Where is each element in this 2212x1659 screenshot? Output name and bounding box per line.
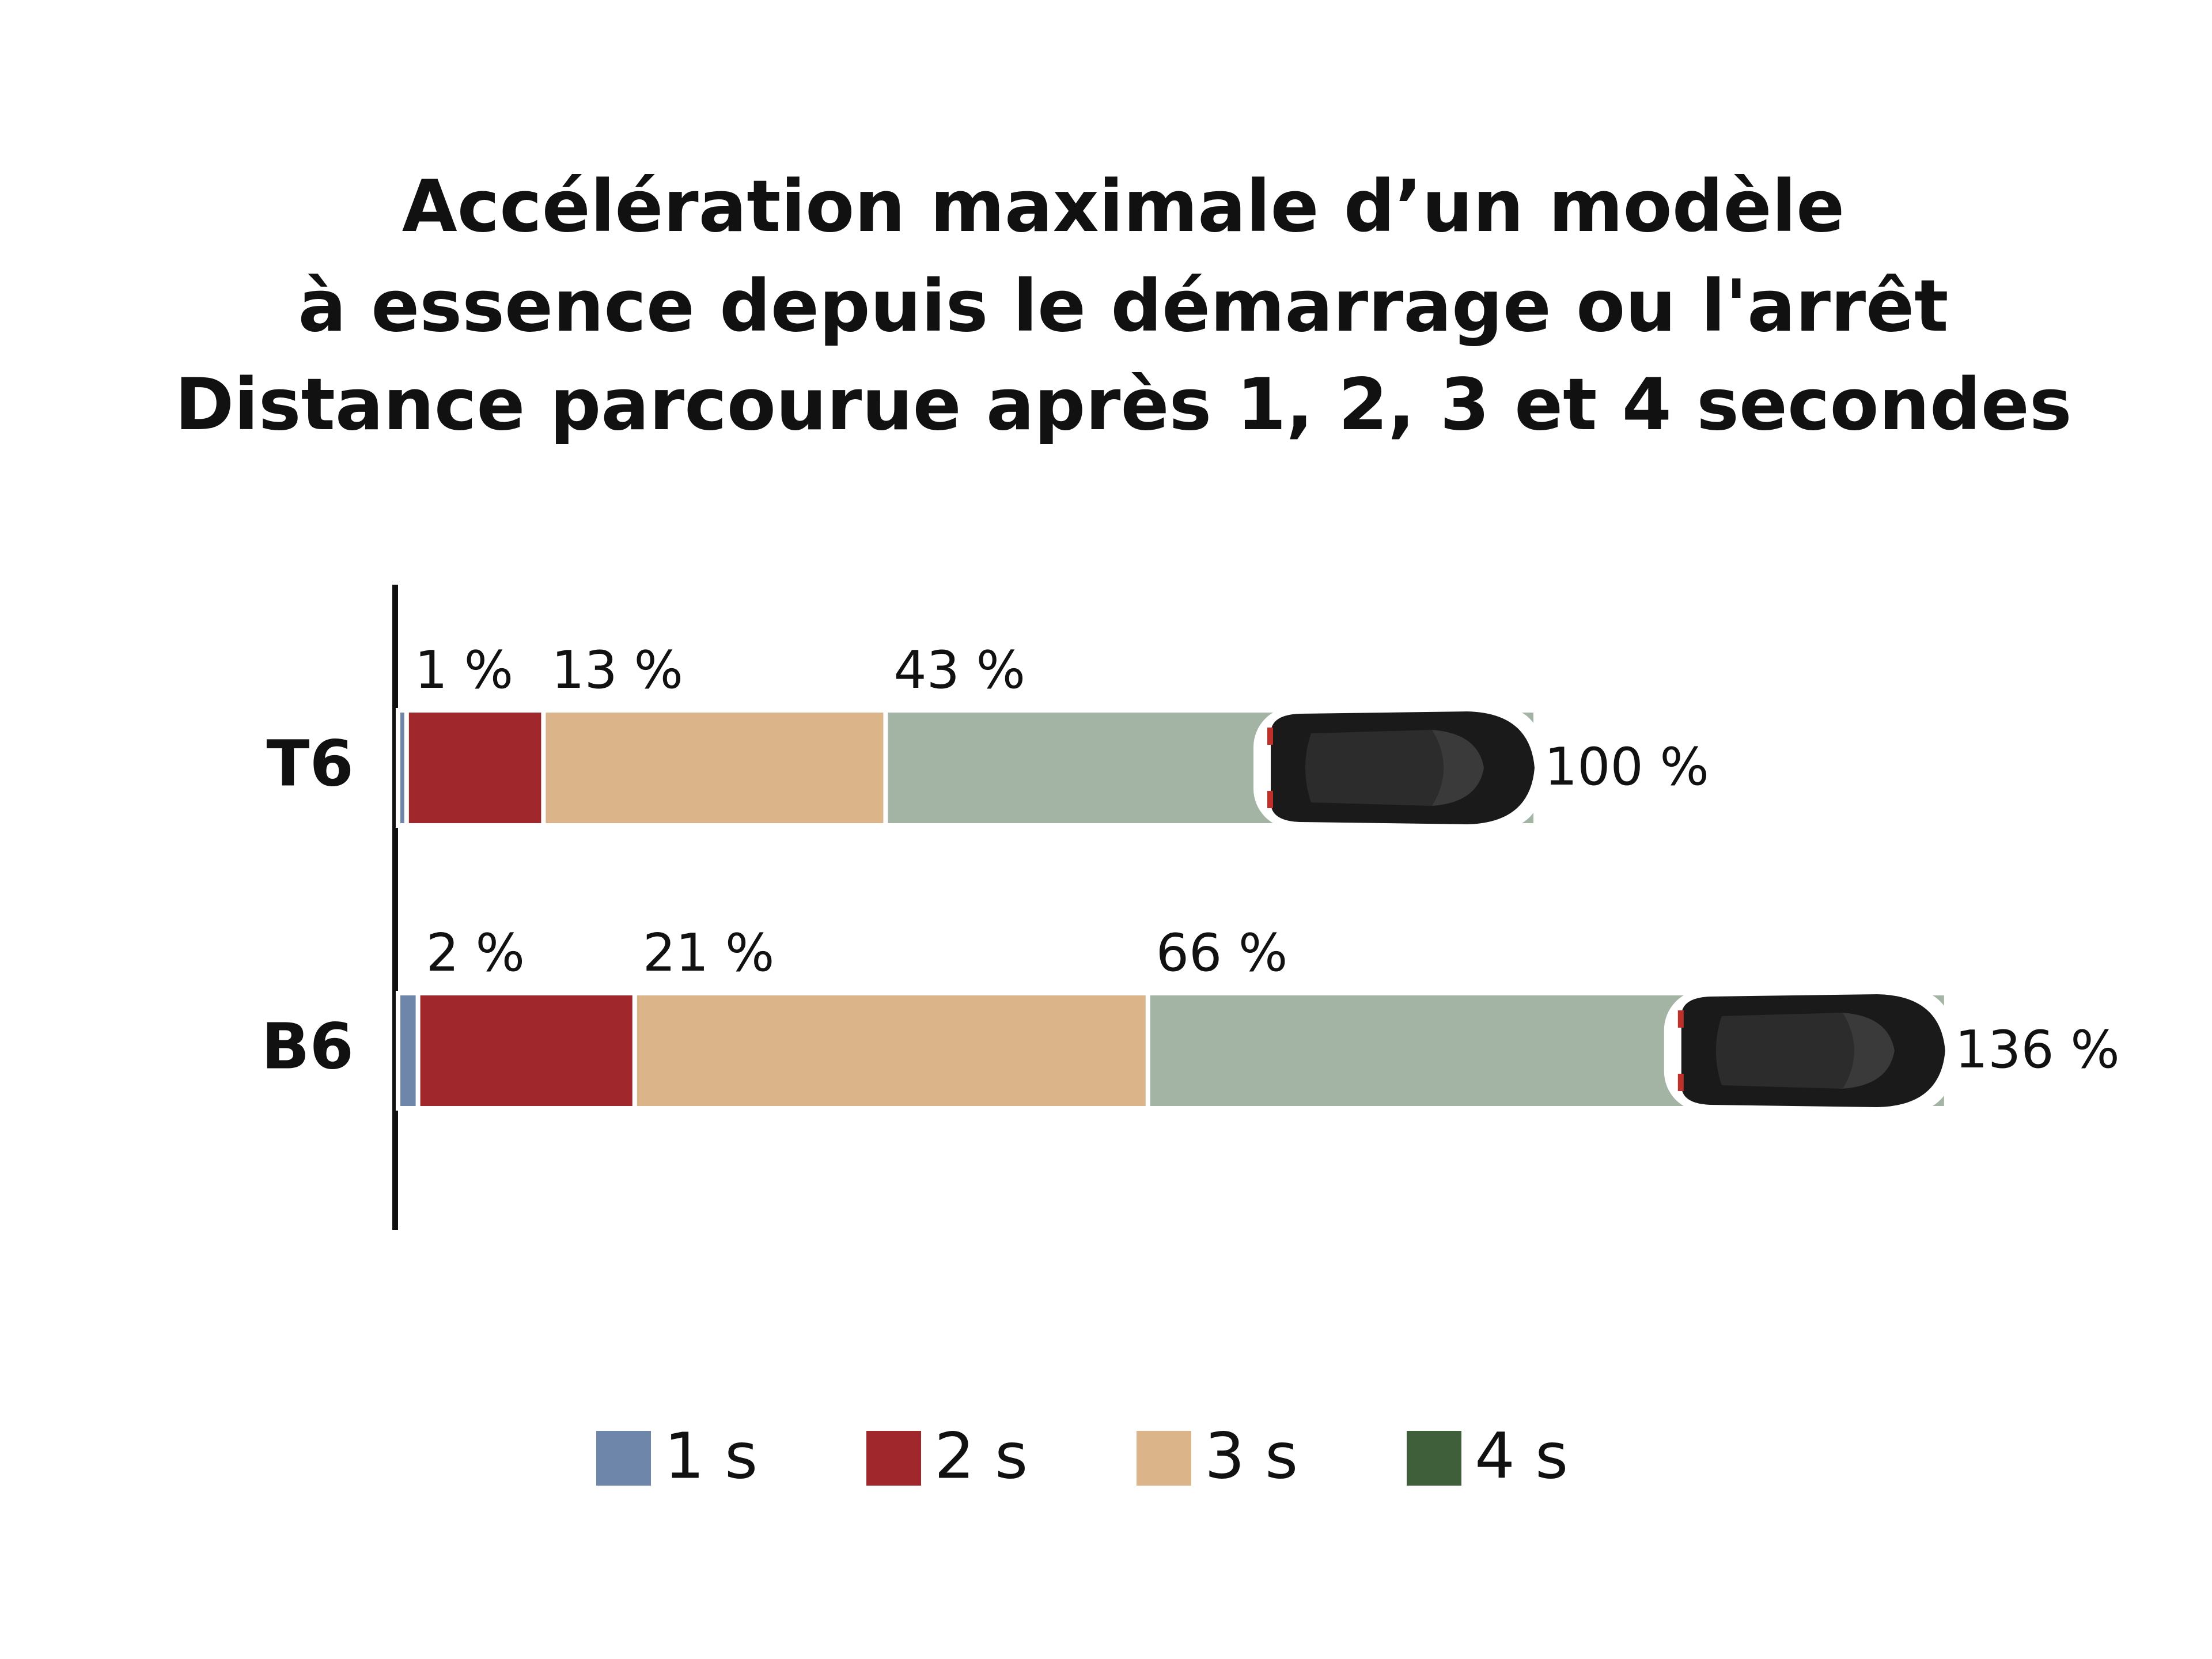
bar: [396, 991, 421, 1111]
car-light: [1267, 728, 1273, 745]
bar: [396, 991, 637, 1111]
category-label: B6: [262, 1009, 354, 1083]
car-icon: [1253, 707, 1541, 829]
car-light: [1677, 1010, 1684, 1028]
legend-swatch: [596, 1431, 651, 1486]
value-label: 136 %: [1955, 1020, 2120, 1080]
legend-label: 4 s: [1475, 1419, 1568, 1493]
legend-swatch: [866, 1431, 921, 1486]
value-label: 2 %: [426, 923, 525, 983]
bar: [396, 708, 409, 828]
value-label: 66 %: [1156, 923, 1288, 983]
category-label: T6: [266, 726, 354, 800]
legend-label: 3 s: [1205, 1419, 1298, 1493]
car-roof: [1305, 730, 1444, 806]
value-label: 43 %: [893, 640, 1025, 700]
car-windshield: [1842, 1013, 1895, 1089]
legend-swatch: [1137, 1431, 1191, 1486]
car-light: [1677, 1074, 1684, 1091]
car-icon: [1664, 990, 1952, 1112]
chart-title: à essence depuis le démarrage ou l'arrêt: [298, 265, 1948, 348]
car-light: [1267, 791, 1273, 808]
car-windshield: [1432, 730, 1484, 806]
legend-label: 2 s: [934, 1419, 1028, 1493]
legend-swatch: [1407, 1431, 1461, 1486]
chart-title: Distance parcourue après 1, 2, 3 et 4 se…: [175, 363, 2071, 446]
bar: [396, 708, 546, 828]
chart-title: Accélération maximale d’un modèle: [402, 165, 1844, 248]
legend-label: 1 s: [664, 1419, 757, 1493]
value-label: 13 %: [551, 640, 683, 700]
value-label: 1 %: [415, 640, 513, 700]
car-roof: [1715, 1013, 1854, 1089]
value-label: 21 %: [643, 923, 775, 983]
value-label: 100 %: [1544, 737, 1709, 797]
